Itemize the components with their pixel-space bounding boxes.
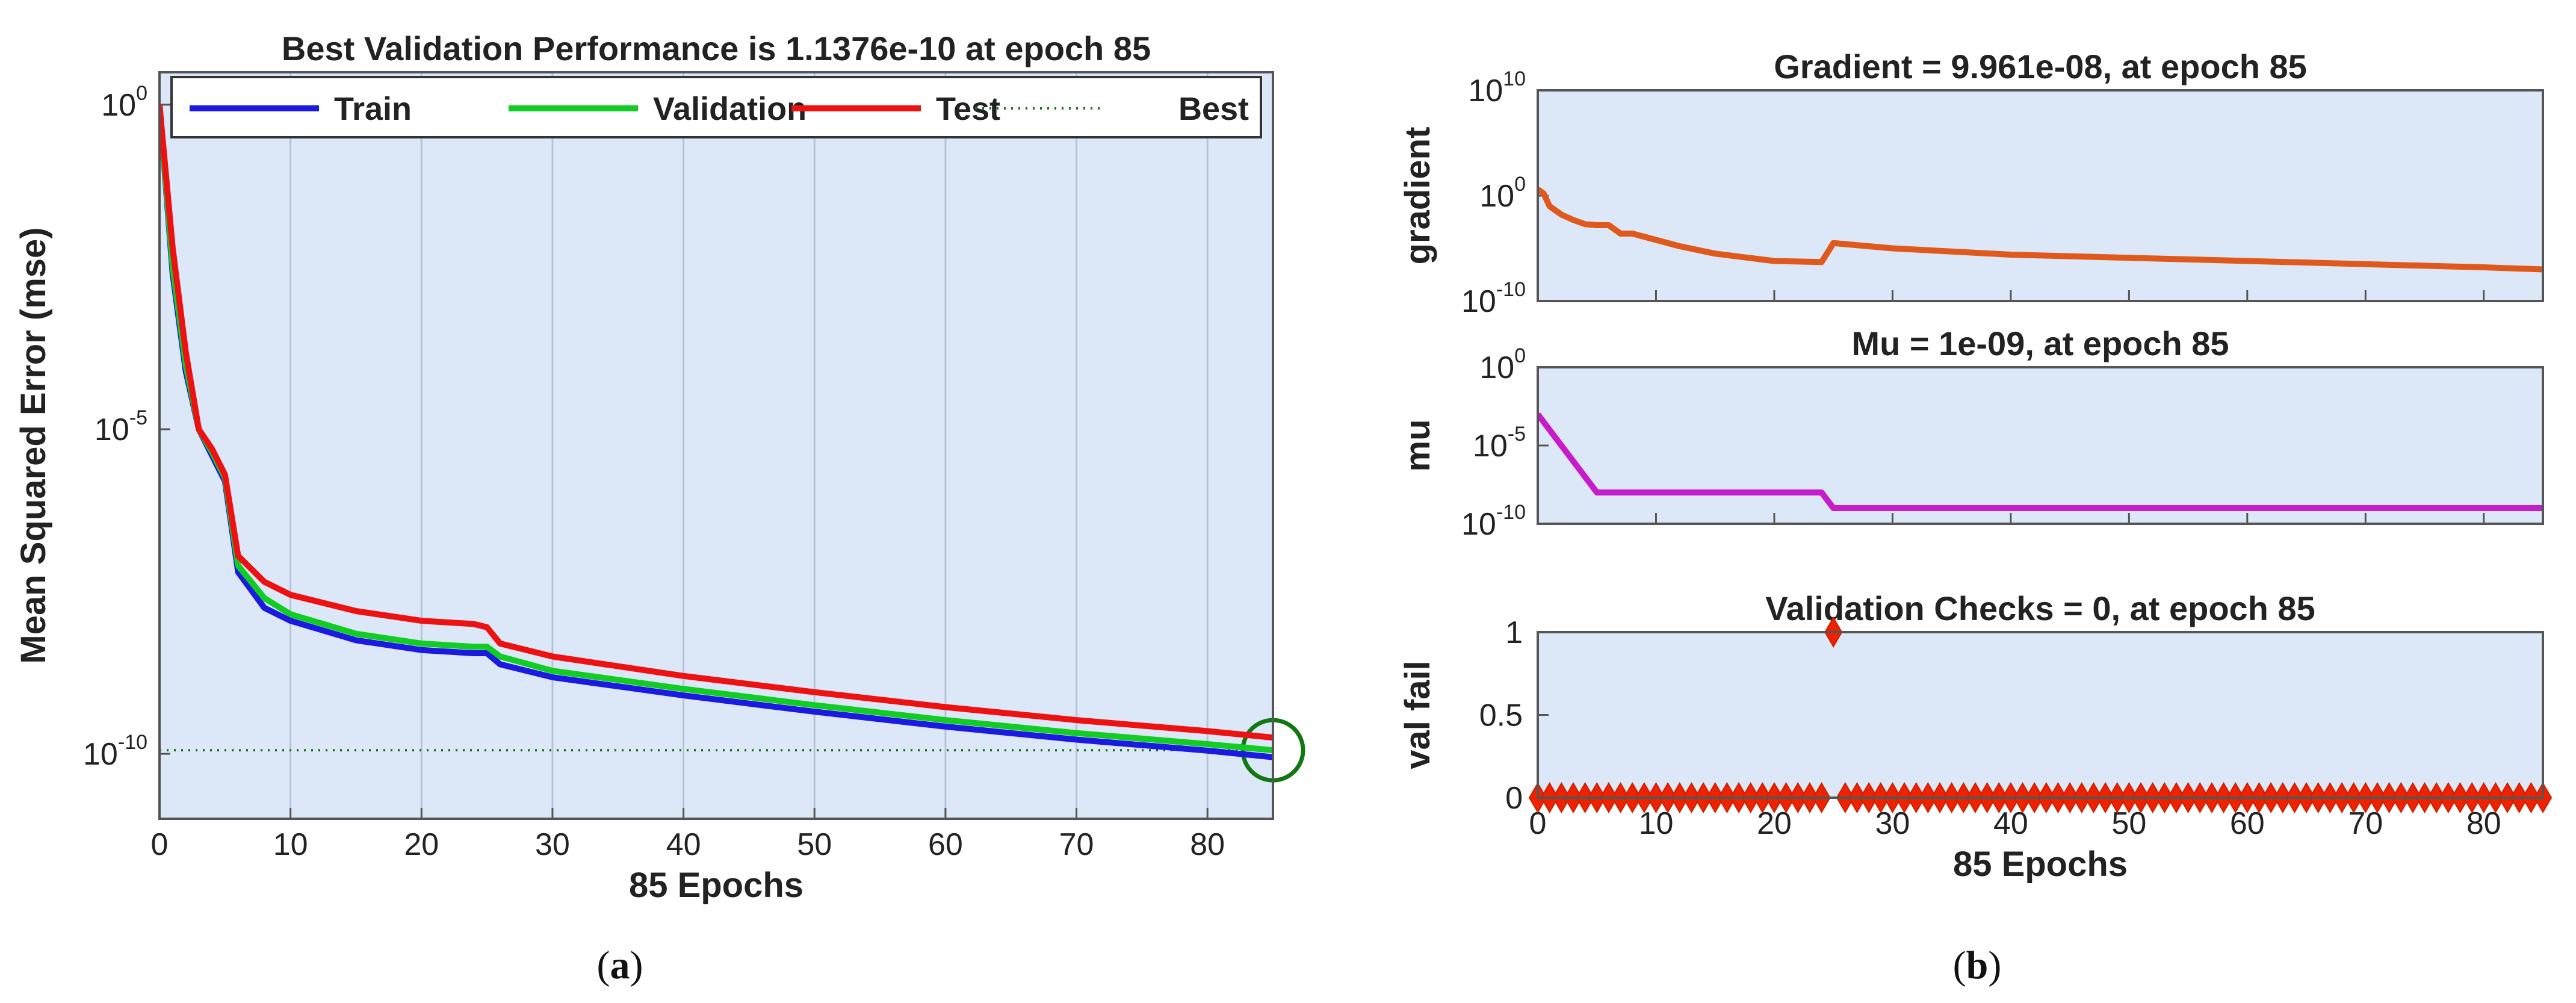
y-tick-label: 1010 — [1468, 67, 1526, 108]
plot-area — [1538, 367, 2543, 524]
y-axis-label: val fail — [1398, 660, 1437, 769]
plot-area — [1538, 632, 2543, 798]
legend: Train Validation Test Best — [170, 76, 1262, 138]
y-tick-label: 0 — [1505, 781, 1523, 816]
axes-frame — [1537, 89, 2544, 302]
caption-a: (a) — [597, 943, 643, 987]
y-tick-label: 10-10 — [83, 731, 147, 772]
y-tick-label: 0.5 — [1479, 698, 1523, 733]
series-line-gradient — [1538, 187, 2543, 273]
plot-panels: Best Validation Performance is 1.1376e-1… — [14, 30, 2553, 905]
panel-performance: Best Validation Performance is 1.1376e-1… — [14, 30, 1305, 905]
y-tick-label: 10-10 — [1461, 278, 1526, 319]
y-tick-label: 10-5 — [94, 406, 147, 447]
legend-box — [170, 76, 1262, 138]
panel-valfail: Validation Checks = 0, at epoch 85 val fa… — [1398, 589, 2553, 884]
y-tick-label: 1 — [1505, 615, 1523, 650]
y-tick-label: 100 — [1479, 173, 1526, 214]
x-tick-label: 50 — [797, 827, 832, 862]
x-axis-label: 85 Epochs — [629, 866, 803, 905]
captions: (a) (b) — [597, 943, 2002, 987]
x-axis-label: 85 Epochs — [1953, 845, 2128, 884]
x-tick-label: 30 — [535, 827, 570, 862]
x-tick-label: 20 — [404, 827, 439, 862]
legend-label-best: Best — [1178, 91, 1249, 127]
y-tick-label: 10-5 — [1473, 423, 1526, 464]
x-tick-label: 10 — [273, 827, 308, 862]
plot-area — [1538, 90, 2543, 301]
x-tick-label: 80 — [1190, 827, 1225, 862]
y-tick-label: 10-10 — [1461, 501, 1526, 542]
axes-frame — [1537, 366, 2544, 525]
axes-frame — [1537, 631, 2544, 799]
chart-title: Gradient = 9.961e-08, at epoch 85 — [1774, 48, 2307, 85]
axes-frame — [158, 71, 1274, 820]
legend-label-train: Train — [334, 91, 412, 127]
y-axis-label: Mean Squared Error (mse) — [14, 227, 53, 663]
legend-label-validation: Validation — [653, 91, 807, 127]
y-tick-label: 100 — [1479, 344, 1526, 385]
x-tick-label: 40 — [666, 827, 701, 862]
x-tick-label: 70 — [1059, 827, 1094, 862]
chart-title: Validation Checks = 0, at epoch 85 — [1765, 589, 2315, 627]
panel-mu: Mu = 1e-09, at epoch 85 mu 100 10-5 10-10 — [1398, 324, 2544, 542]
series-line-mu — [1538, 412, 2543, 511]
y-tick-label: 100 — [101, 82, 147, 123]
y-axis-label: gradient — [1398, 127, 1437, 265]
x-tick-label: 60 — [928, 827, 963, 862]
plot-area — [159, 72, 1273, 819]
chart-title: Mu = 1e-09, at epoch 85 — [1851, 324, 2229, 362]
caption-b: (b) — [1953, 943, 2002, 987]
chart-title: Best Validation Performance is 1.1376e-1… — [282, 30, 1151, 67]
y-axis-label: mu — [1398, 420, 1437, 472]
x-tick-label: 0 — [151, 827, 169, 862]
panel-gradient: Gradient = 9.961e-08, at epoch 85 gradien… — [1398, 48, 2544, 319]
series-line-test — [159, 104, 1273, 741]
